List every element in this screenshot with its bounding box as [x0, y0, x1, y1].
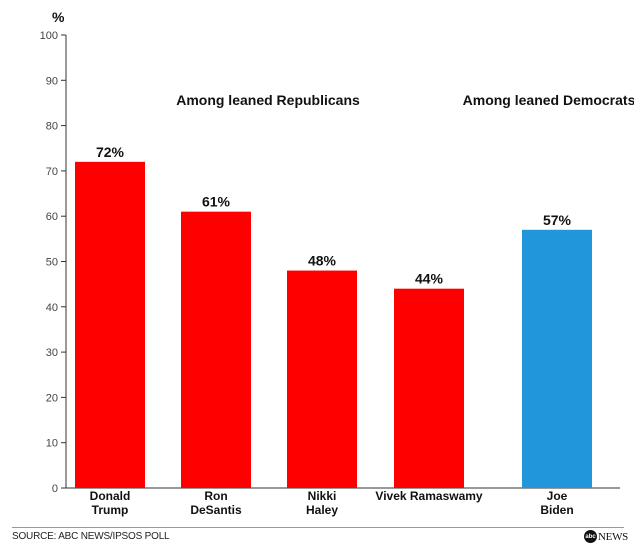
y-tick-label: 20	[46, 392, 58, 404]
category-label: Vivek Ramaswamy	[375, 489, 483, 503]
y-tick-label: 50	[46, 257, 58, 269]
y-tick-label: 0	[52, 483, 58, 495]
category-label: Nikki	[308, 489, 337, 503]
category-label: Joe	[547, 489, 568, 503]
abc-logo-mark: abc	[584, 530, 598, 543]
group-label: Among leaned Democrats	[463, 92, 634, 108]
y-tick-label: 100	[40, 30, 58, 42]
bar	[394, 288, 464, 488]
category-label: Trump	[92, 503, 129, 517]
y-tick-label: 40	[46, 302, 58, 314]
category-label: Donald	[90, 489, 131, 503]
bar	[287, 270, 357, 488]
category-label: Ron	[204, 489, 227, 503]
bar-value-label: 44%	[415, 271, 444, 287]
source-note: SOURCE: ABC NEWS/IPSOS POLL	[12, 531, 170, 542]
bar-value-label: 48%	[308, 253, 337, 269]
y-axis: 0 10 20 30 40 50 60 70 80 90 100	[40, 30, 620, 495]
bar	[75, 161, 145, 488]
y-tick-label: 30	[46, 347, 58, 359]
group-label: Among leaned Republicans	[176, 92, 360, 108]
y-tick-label: 60	[46, 211, 58, 223]
category-label: Biden	[540, 503, 573, 517]
bar-value-label: 57%	[543, 212, 572, 228]
y-tick-label: 90	[46, 75, 58, 87]
abc-news-logo: abc NEWS	[584, 530, 628, 543]
bar-value-label: 72%	[96, 144, 125, 160]
footer-divider	[12, 527, 624, 528]
category-label: Haley	[306, 503, 338, 517]
news-logo-text: NEWS	[598, 530, 628, 543]
bar	[181, 211, 251, 489]
bar	[522, 229, 592, 489]
y-axis-unit-label: %	[52, 9, 65, 25]
group-labels: Among leaned Republicans Among leaned Dem…	[176, 92, 634, 108]
y-tick-label: 70	[46, 166, 58, 178]
bar-value-label: 61%	[202, 194, 231, 210]
y-tick-label: 10	[46, 438, 58, 450]
y-tick-label: 80	[46, 121, 58, 133]
category-label: DeSantis	[190, 503, 242, 517]
